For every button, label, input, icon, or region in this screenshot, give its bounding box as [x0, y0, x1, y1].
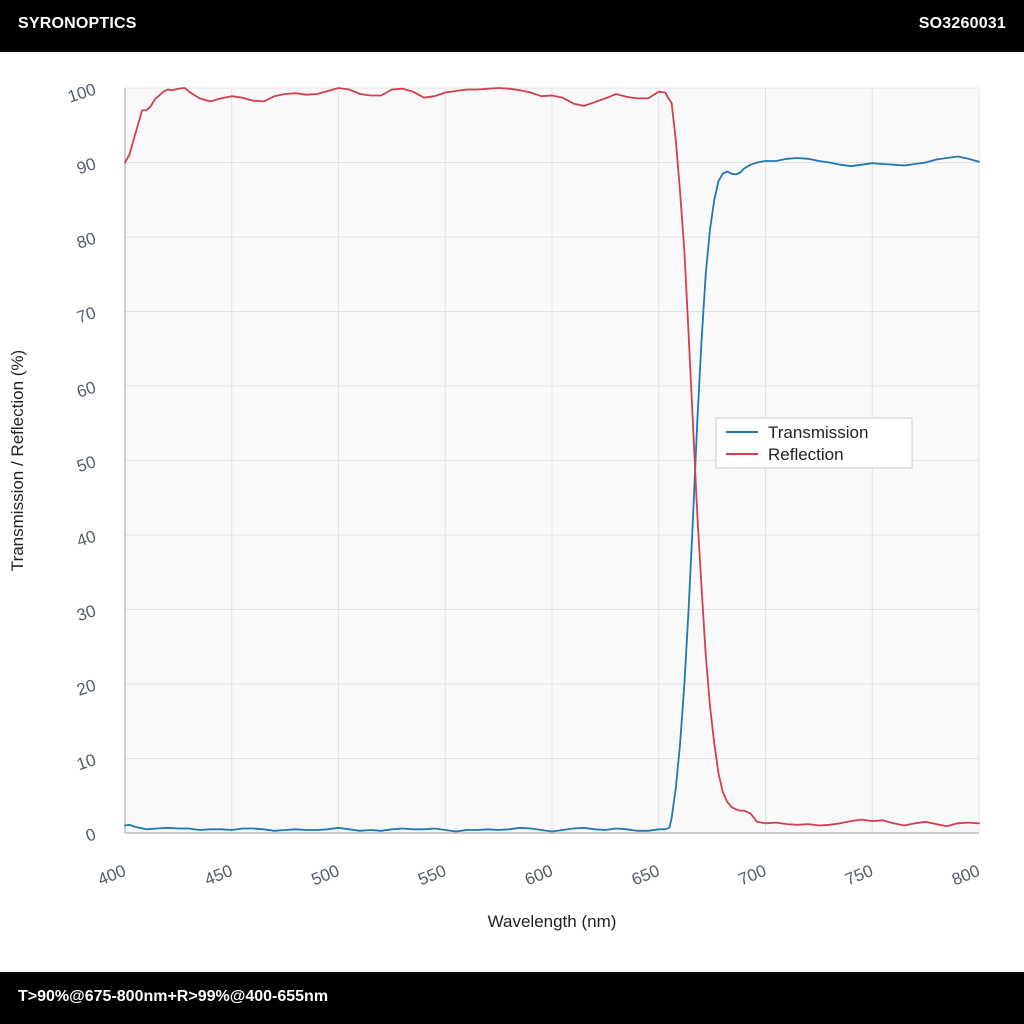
y-tick-label: 100 — [65, 80, 98, 107]
x-tick-label: 400 — [95, 861, 128, 889]
legend-label-transmission: Transmission — [768, 423, 868, 442]
y-tick-label: 80 — [74, 229, 98, 253]
y-tick-label: 40 — [74, 527, 98, 551]
legend-label-reflection: Reflection — [768, 445, 844, 464]
x-axis-title: Wavelength (nm) — [488, 912, 617, 931]
x-tick-label: 800 — [949, 861, 982, 889]
spectral-chart: 0 10 20 30 40 50 60 70 80 90 100 400 450 500 550 600 650… — [8, 80, 982, 931]
x-tick-label: 750 — [842, 861, 875, 889]
y-tick-label: 10 — [74, 750, 98, 774]
y-tick-label: 70 — [74, 303, 98, 327]
brand-name: SYRONOPTICS — [18, 15, 137, 32]
x-tick-label: 600 — [522, 861, 555, 889]
x-tick-label: 700 — [736, 861, 769, 889]
x-tick-label: 550 — [415, 861, 448, 889]
series-line-transmission — [124, 155, 980, 833]
spec-text: T>90%@675-800nm+R>99%@400-655nm — [18, 988, 329, 1005]
series-lines — [124, 87, 980, 833]
y-tick-label: 0 — [83, 825, 98, 846]
grid-lines — [124, 87, 980, 834]
x-tick-label: 500 — [309, 861, 342, 889]
y-tick-label: 90 — [74, 154, 98, 178]
y-tick-label: 30 — [74, 601, 98, 625]
legend: Transmission Reflection — [715, 417, 913, 469]
y-tick-label: 50 — [74, 452, 98, 476]
y-axis-title: Transmission / Reflection (%) — [8, 350, 27, 571]
series-line-reflection — [124, 87, 980, 828]
axes — [124, 88, 979, 834]
header-bar: SYRONOPTICS SO3260031 — [0, 0, 1024, 52]
y-tick-label: 20 — [74, 676, 98, 700]
x-tick-label: 650 — [629, 861, 662, 889]
x-tick-label: 450 — [202, 861, 235, 889]
y-tick-label: 60 — [74, 378, 98, 402]
footer-bar: T>90%@675-800nm+R>99%@400-655nm — [0, 972, 1024, 1024]
legend-box — [715, 417, 913, 469]
product-code: SO3260031 — [918, 15, 1006, 32]
